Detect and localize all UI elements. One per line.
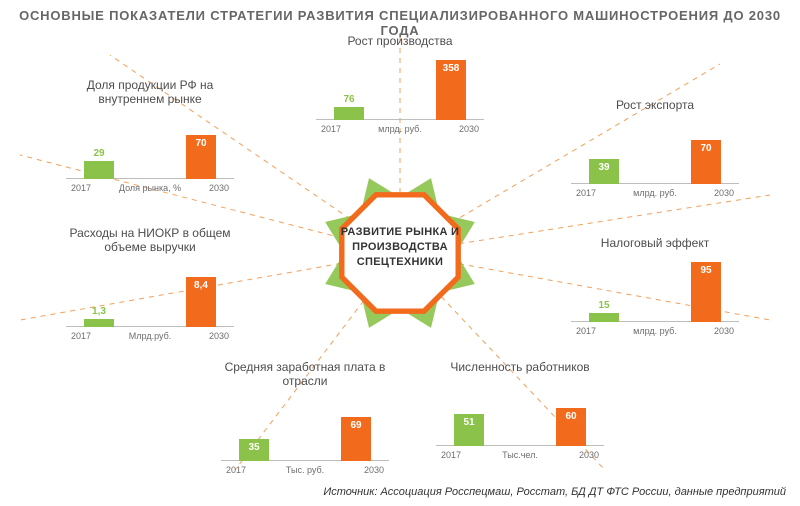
chart-title: Средняя заработная плата в отрасли bbox=[215, 360, 395, 389]
bar-value-2017: 51 bbox=[463, 417, 474, 428]
bar-2030: 69 bbox=[341, 417, 371, 461]
chart-plot: 397020172030млрд. руб. bbox=[571, 118, 739, 198]
bar-value-2030: 8,4 bbox=[194, 280, 208, 291]
unit-label: Доля рынка, % bbox=[66, 183, 234, 193]
chart-plot: 297020172030Доля рынка, % bbox=[66, 113, 234, 193]
chart-tax-effect: Налоговый эффект159520172030млрд. руб. bbox=[565, 236, 745, 336]
chart-title: Доля продукции РФ на внутреннем рынке bbox=[60, 78, 240, 107]
chart-rnd-spend: Расходы на НИОКР в общем объеме выручки 1… bbox=[60, 226, 240, 341]
chart-title: Рост производства bbox=[310, 34, 490, 48]
bar-value-2017: 35 bbox=[248, 442, 259, 453]
bar-value-2030: 358 bbox=[443, 63, 460, 74]
unit-label: млрд. руб. bbox=[571, 326, 739, 336]
bar-2030: 60 bbox=[556, 408, 586, 446]
bar-2017: 76 bbox=[334, 107, 364, 120]
bar-2017: 1,3 bbox=[84, 319, 114, 327]
bar-value-2017: 15 bbox=[598, 300, 609, 311]
bar-2017: 15 bbox=[589, 313, 619, 322]
bar-value-2030: 70 bbox=[700, 143, 711, 154]
bar-value-2030: 60 bbox=[565, 411, 576, 422]
bar-2030: 70 bbox=[691, 140, 721, 184]
chart-plot: 1,38,420172030Млрд.руб. bbox=[66, 261, 234, 341]
chart-title: Расходы на НИОКР в общем объеме выручки bbox=[60, 226, 240, 255]
center-text: РАЗВИТИЕ РЫНКА И ПРОИЗВОДСТВА СПЕЦТЕХНИК… bbox=[330, 225, 470, 270]
chart-title: Рост экспорта bbox=[565, 98, 745, 112]
bar-value-2017: 29 bbox=[93, 148, 104, 159]
bar-value-2017: 1,3 bbox=[92, 306, 106, 317]
bar-2030: 70 bbox=[186, 135, 216, 179]
unit-label: Млрд.руб. bbox=[66, 331, 234, 341]
chart-plot: 516020172030Тыс.чел. bbox=[436, 380, 604, 460]
chart-plot: 7635820172030млрд. руб. bbox=[316, 54, 484, 134]
bar-value-2030: 70 bbox=[195, 138, 206, 149]
chart-plot: 356920172030Тыс. руб. bbox=[221, 395, 389, 475]
bar-2017: 35 bbox=[239, 439, 269, 461]
chart-plot: 159520172030млрд. руб. bbox=[571, 256, 739, 336]
chart-export-growth: Рост экспорта397020172030млрд. руб. bbox=[565, 98, 745, 198]
bar-2017: 51 bbox=[454, 414, 484, 446]
bar-value-2017: 39 bbox=[598, 162, 609, 173]
bar-value-2030: 95 bbox=[700, 265, 711, 276]
bar-2030: 8,4 bbox=[186, 277, 216, 327]
unit-label: млрд. руб. bbox=[316, 124, 484, 134]
bar-2017: 29 bbox=[84, 161, 114, 179]
chart-avg-salary: Средняя заработная плата в отрасли356920… bbox=[215, 360, 395, 475]
chart-domestic-share: Доля продукции РФ на внутреннем рынке 29 7… bbox=[60, 78, 240, 193]
chart-title: Численность работников bbox=[430, 360, 610, 374]
chart-headcount: Численность работников516020172030Тыс.че… bbox=[430, 360, 610, 460]
infographic-stage: ОСНОВНЫЕ ПОКАЗАТЕЛИ СТРАТЕГИИ РАЗВИТИЯ С… bbox=[0, 0, 800, 506]
bar-value-2030: 69 bbox=[350, 420, 361, 431]
chart-production: Рост производства7635820172030млрд. руб. bbox=[310, 34, 490, 134]
source-text: Источник: Ассоциация Росспецмаш, Росстат… bbox=[323, 486, 786, 498]
unit-label: Тыс. руб. bbox=[221, 465, 389, 475]
bar-2030: 358 bbox=[436, 60, 466, 120]
bar-value-2017: 76 bbox=[343, 94, 354, 105]
unit-label: млрд. руб. bbox=[571, 188, 739, 198]
bar-2030: 95 bbox=[691, 262, 721, 322]
bar-2017: 39 bbox=[589, 159, 619, 184]
unit-label: Тыс.чел. bbox=[436, 450, 604, 460]
chart-title: Налоговый эффект bbox=[565, 236, 745, 250]
